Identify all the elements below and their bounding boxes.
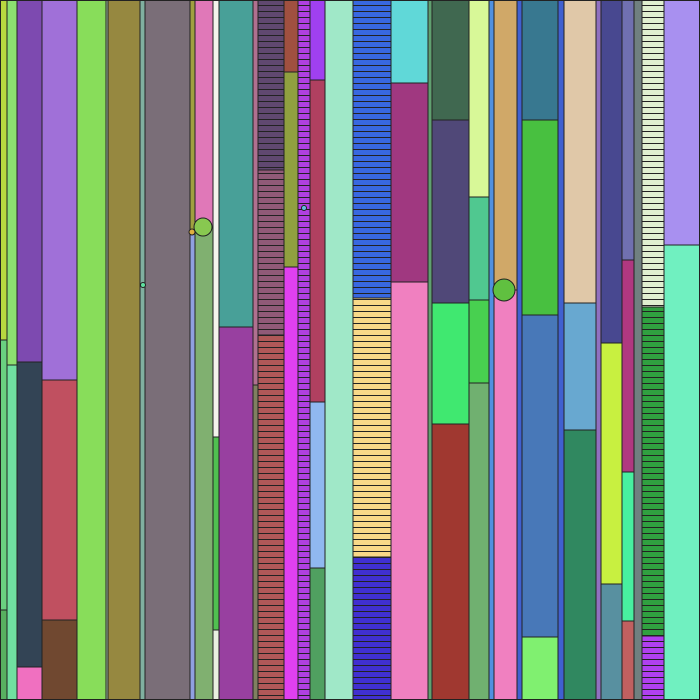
- block: [218, 326, 254, 700]
- block: [557, 0, 565, 700]
- block: [144, 0, 191, 700]
- dot: [193, 217, 213, 237]
- stripe-overlay: [258, 0, 284, 170]
- stripe-overlay: [298, 0, 310, 700]
- block: [468, 382, 490, 700]
- block: [390, 0, 429, 84]
- block: [6, 364, 18, 700]
- stripe-overlay: [642, 0, 664, 307]
- block: [431, 302, 470, 425]
- block: [621, 620, 635, 700]
- block: [663, 244, 700, 700]
- block: [324, 0, 354, 700]
- block: [194, 0, 214, 229]
- block: [0, 339, 8, 611]
- block: [633, 0, 643, 700]
- block: [212, 629, 220, 700]
- block: [16, 666, 43, 700]
- dot: [188, 228, 196, 236]
- block: [16, 0, 43, 363]
- block: [468, 299, 490, 384]
- block: [621, 471, 635, 622]
- block: [427, 0, 433, 700]
- block: [563, 0, 597, 304]
- block: [595, 0, 602, 700]
- block: [493, 0, 518, 291]
- block: [189, 0, 196, 231]
- block: [563, 429, 597, 700]
- block: [6, 0, 18, 366]
- block: [493, 289, 518, 700]
- block: [139, 0, 146, 700]
- stripe-overlay: [353, 0, 391, 298]
- block: [600, 0, 623, 344]
- stripe-overlay: [642, 636, 664, 700]
- block: [212, 436, 220, 631]
- block: [431, 119, 470, 304]
- block: [309, 567, 326, 700]
- block: [283, 266, 299, 700]
- block: [16, 361, 43, 668]
- block: [283, 0, 299, 73]
- block: [516, 0, 523, 700]
- block: [600, 583, 623, 700]
- block: [488, 0, 495, 700]
- dot: [301, 205, 307, 211]
- block: [468, 196, 490, 301]
- block: [563, 302, 597, 431]
- block: [521, 636, 559, 700]
- block: [218, 0, 254, 328]
- stripe-overlay: [353, 298, 391, 557]
- block: [252, 384, 259, 700]
- block: [468, 0, 490, 198]
- block: [76, 0, 107, 700]
- block: [521, 119, 559, 316]
- stripe-overlay: [258, 170, 284, 335]
- block: [41, 379, 78, 621]
- block: [390, 82, 429, 283]
- block: [41, 0, 78, 381]
- stripe-overlay: [642, 307, 664, 636]
- block: [283, 71, 299, 268]
- block: [212, 0, 220, 438]
- block: [431, 0, 470, 121]
- block: [309, 79, 326, 403]
- block: [431, 423, 470, 700]
- block: [621, 0, 635, 261]
- dot: [140, 282, 146, 288]
- block: [521, 314, 559, 638]
- block: [390, 281, 429, 700]
- block: [252, 0, 259, 386]
- block: [621, 259, 635, 473]
- stripe-overlay: [353, 557, 391, 700]
- block: [309, 401, 326, 569]
- block: [600, 342, 623, 585]
- block: [663, 0, 700, 246]
- block: [0, 0, 8, 341]
- block: [41, 619, 78, 700]
- block: [309, 0, 326, 81]
- block: [189, 229, 196, 700]
- block: [107, 0, 141, 700]
- block: [521, 0, 559, 121]
- block: [0, 609, 8, 700]
- stripe-overlay: [258, 335, 284, 700]
- block: [194, 227, 214, 700]
- dot: [492, 278, 516, 302]
